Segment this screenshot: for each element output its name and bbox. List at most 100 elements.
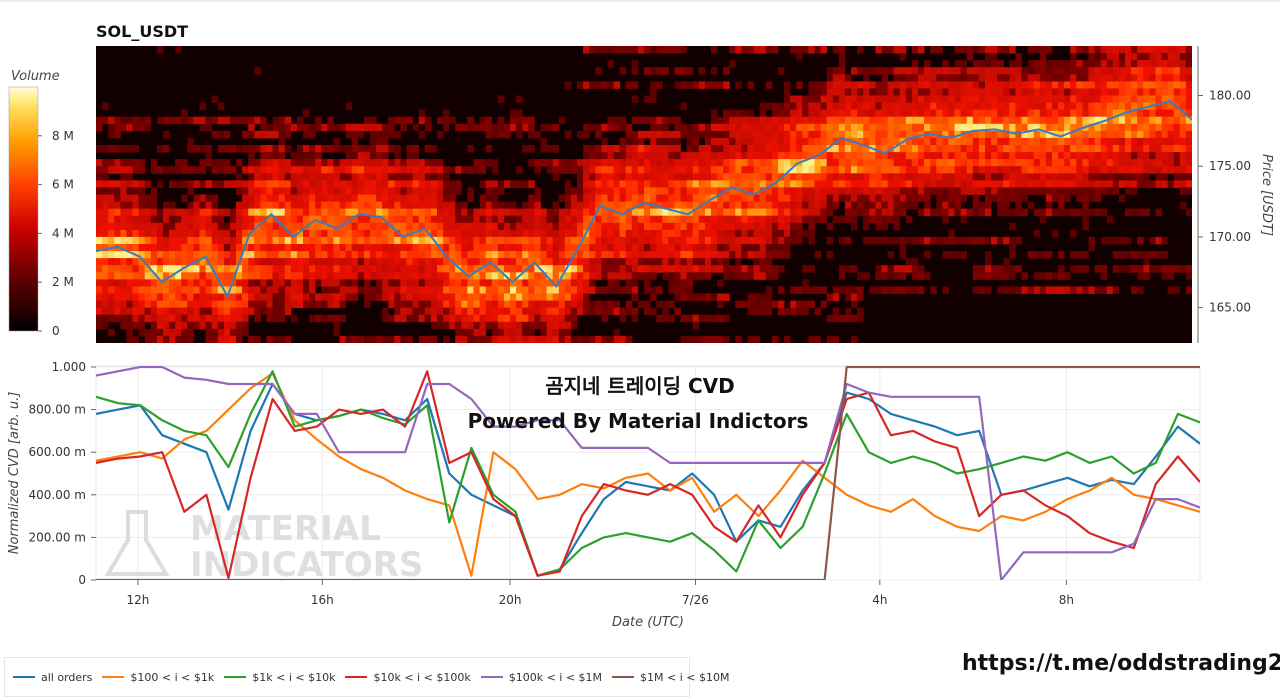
- heatmap-cell: [242, 116, 249, 125]
- heatmap-cell: [412, 123, 420, 132]
- heatmap-cell: [680, 279, 687, 287]
- heatmap-cell: [303, 229, 310, 238]
- heatmap-cell: [723, 293, 730, 301]
- heatmap-cell: [254, 286, 261, 294]
- heatmap-cell: [765, 201, 773, 210]
- heatmap-cell: [1155, 116, 1162, 125]
- heatmap-cell: [272, 244, 280, 252]
- heatmap-cell: [723, 251, 730, 259]
- heatmap-cell: [175, 215, 182, 224]
- heatmap-cell: [473, 335, 480, 343]
- heatmap-cell: [156, 300, 164, 309]
- heatmap-cell: [479, 166, 487, 174]
- heatmap-cell: [911, 258, 919, 266]
- heatmap-cell: [211, 116, 219, 125]
- heatmap-cell: [595, 335, 602, 343]
- heatmap-cell: [150, 321, 158, 330]
- legend-item[interactable]: all orders: [13, 671, 92, 684]
- heatmap-cell: [156, 293, 164, 301]
- heatmap-cell: [461, 244, 468, 252]
- heatmap-cell: [765, 272, 773, 280]
- heatmap-cell: [1137, 173, 1144, 181]
- legend-item[interactable]: $100k < i < $1M: [480, 671, 602, 684]
- heatmap-cell: [1161, 60, 1169, 68]
- heatmap-cell: [924, 272, 931, 280]
- heatmap-cell: [1027, 130, 1035, 139]
- heatmap-cell: [564, 286, 572, 294]
- heatmap-cell: [650, 67, 657, 75]
- heatmap-cell: [400, 116, 407, 125]
- heatmap-cell: [583, 123, 590, 132]
- heatmap-cell: [887, 116, 895, 125]
- heatmap-cell: [1045, 272, 1053, 280]
- heatmap-cell: [193, 272, 200, 280]
- heatmap-cell: [991, 180, 998, 188]
- heatmap-cell: [680, 130, 687, 139]
- heatmap-cell: [954, 109, 961, 118]
- heatmap-cell: [132, 159, 139, 167]
- heatmap-cell: [217, 180, 225, 188]
- heatmap-cell: [205, 279, 213, 287]
- heatmap-cell: [321, 180, 328, 188]
- heatmap-cell: [528, 335, 535, 343]
- heatmap-cell: [266, 251, 273, 259]
- heatmap-cell: [1179, 74, 1187, 82]
- heatmap-cell: [1131, 166, 1138, 174]
- telegram-link[interactable]: https://t.me/oddstrading2: [962, 651, 1280, 676]
- heatmap-cell: [156, 46, 164, 54]
- heatmap-cell: [418, 194, 426, 202]
- heatmap-cell: [260, 300, 267, 309]
- heatmap-cell: [1027, 123, 1035, 132]
- heatmap-cell: [729, 236, 736, 245]
- heatmap-cell: [765, 180, 773, 188]
- heatmap-cell: [1058, 208, 1065, 217]
- heatmap-cell: [966, 123, 974, 132]
- heatmap-cell: [400, 123, 407, 132]
- heatmap-cell: [564, 201, 572, 210]
- heatmap-cell: [437, 321, 444, 330]
- heatmap-cell: [211, 279, 219, 287]
- heatmap-cell: [528, 130, 535, 139]
- legend-item[interactable]: $1k < i < $10k: [224, 671, 335, 684]
- heatmap-cell: [619, 215, 627, 224]
- legend-item[interactable]: $1M < i < $10M: [612, 671, 729, 684]
- heatmap-cell: [790, 215, 797, 224]
- heatmap-cell: [784, 251, 791, 259]
- heatmap-cell: [1015, 236, 1022, 245]
- heatmap-cell: [790, 145, 797, 153]
- heatmap-cell: [278, 152, 286, 160]
- heatmap-cell: [1064, 180, 1071, 188]
- heatmap-cell: [692, 159, 700, 167]
- heatmap-cell: [181, 321, 188, 330]
- legend-item[interactable]: $10k < i < $100k: [345, 671, 471, 684]
- heatmap-cell: [211, 180, 219, 188]
- heatmap-cell: [437, 300, 444, 309]
- legend-item[interactable]: $100 < i < $1k: [102, 671, 214, 684]
- heatmap-cell: [394, 265, 401, 273]
- heatmap-cell: [954, 180, 961, 188]
- heatmap-cell: [680, 123, 687, 132]
- heatmap-cell: [327, 208, 334, 217]
- heatmap-cell: [881, 166, 888, 174]
- heatmap-cell: [1131, 46, 1138, 54]
- heatmap-cell: [771, 335, 779, 343]
- heatmap-cell: [1058, 194, 1065, 202]
- heatmap-cell: [424, 251, 432, 259]
- heatmap-cell: [510, 123, 517, 132]
- heatmap-cell: [954, 60, 961, 68]
- heatmap-cell: [528, 244, 535, 252]
- heatmap-cell: [102, 258, 109, 266]
- heatmap-cell: [175, 251, 182, 259]
- heatmap-cell: [540, 222, 547, 231]
- heatmap-cell: [175, 314, 182, 323]
- heatmap-cell: [333, 244, 340, 252]
- heatmap-cell: [1076, 88, 1083, 96]
- heatmap-cell: [826, 74, 834, 82]
- heatmap-cell: [1021, 180, 1028, 188]
- heatmap-cell: [637, 180, 645, 188]
- heatmap-cell: [784, 187, 791, 195]
- heatmap-cell: [230, 321, 237, 330]
- heatmap-cell: [437, 236, 444, 245]
- heatmap-cell: [1039, 116, 1047, 125]
- heatmap-cell: [217, 335, 225, 343]
